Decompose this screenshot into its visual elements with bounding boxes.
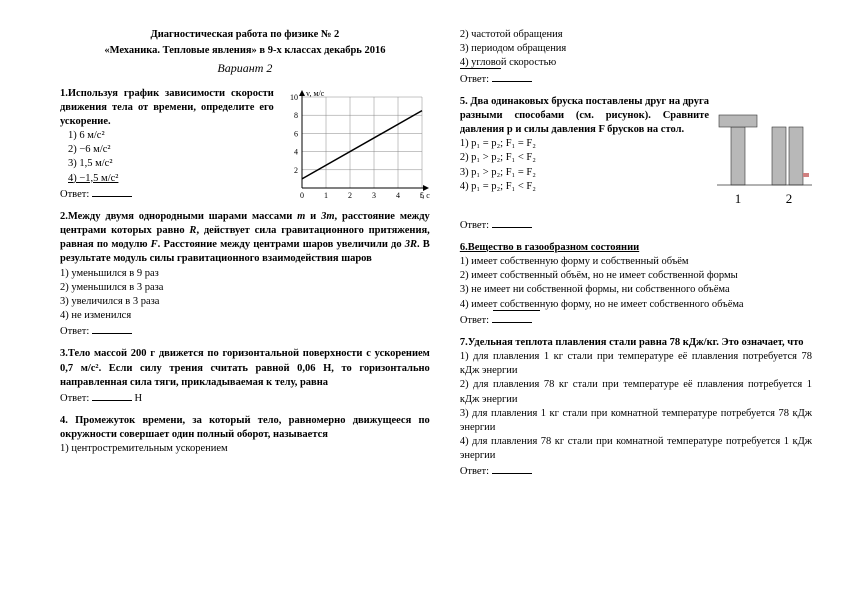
question-5: 5. Два одинаковых бруска поставлены друг… <box>460 95 812 215</box>
q1-title: 1.Используя график зависимости скорости … <box>60 87 274 130</box>
q1-chart: 012345246810v, м/сt, с <box>280 87 430 202</box>
q3-title: 3.Тело массой 200 г движется по горизонт… <box>60 347 430 390</box>
q2-title: 2.Между двумя однородными шарами массами… <box>60 210 430 267</box>
q7-opt-1: 1) для плавления 1 кг стали при температ… <box>460 350 812 378</box>
q5-opt-2: 2) p₁ > p₂; F₁ < F₂ <box>460 151 709 165</box>
svg-text:2: 2 <box>348 191 352 200</box>
q4-answer-label: Ответ: <box>460 74 489 85</box>
q7-opt-4: 4) для плавления 78 кг стали при комнатн… <box>460 435 812 463</box>
q3-answer-blank <box>92 400 132 401</box>
svg-text:0: 0 <box>300 191 304 200</box>
q3-unit: Н <box>134 393 142 404</box>
svg-text:2: 2 <box>786 191 793 206</box>
q2-answer: Ответ: <box>60 325 430 339</box>
svg-text:6: 6 <box>294 129 298 138</box>
question-4-part2: 2) частотой обращения 3) периодом обраще… <box>460 28 812 87</box>
svg-text:4: 4 <box>294 147 298 156</box>
q4-answer-blank <box>492 81 532 82</box>
svg-text:1: 1 <box>324 191 328 200</box>
question-7: 7.Удельная теплота плавления стали равна… <box>460 336 812 480</box>
q6-answer-label: Ответ: <box>460 315 489 326</box>
q5-text-block: 5. Два одинаковых бруска поставлены друг… <box>460 95 709 194</box>
q3-answer-label: Ответ: <box>60 393 89 404</box>
q1-opt-4: 4) −1,5 м/с² <box>68 172 274 186</box>
svg-text:v, м/с: v, м/с <box>306 89 325 98</box>
q4-opt-1: 1) центростремительным ускорением <box>60 442 430 456</box>
svg-text:1: 1 <box>735 191 742 206</box>
q7-opt-2: 2) для плавления 78 кг стали при темпера… <box>460 378 812 406</box>
q2-R3: 3R <box>405 239 417 250</box>
question-6: 6.Вещество в газообразном состоянии 1) и… <box>460 241 812 328</box>
q2-answer-blank <box>92 333 132 334</box>
svg-text:8: 8 <box>294 111 298 120</box>
q2-opt-2: 2) уменьшился в 3 раза <box>60 281 430 295</box>
q6-title: 6.Вещество в газообразном состоянии <box>460 241 812 255</box>
q5-diagram: 12 <box>717 95 812 215</box>
q1-opt-3: 3) 1,5 м/с² <box>68 157 274 171</box>
q5-opt-1: 1) p₁ = p₂; F₁ = F₂ <box>460 137 709 151</box>
q2-m2: 3m <box>321 211 334 222</box>
q1-opt-1: 1) 6 м/с² <box>68 129 274 143</box>
q2-opt-3: 3) увеличился в 3 раза <box>60 295 430 309</box>
svg-text:4: 4 <box>396 191 400 200</box>
q4-opt-2: 2) частотой обращения <box>460 28 812 42</box>
q5-answer: Ответ: <box>460 219 812 233</box>
svg-text:10: 10 <box>290 93 298 102</box>
q7-answer: Ответ: <box>460 465 812 479</box>
header-line-1: Диагностическая работа по физике № 2 <box>60 28 430 42</box>
q2-F: F <box>151 239 158 250</box>
q7-title: 7.Удельная теплота плавления стали равна… <box>460 336 812 350</box>
q1-answer-blank <box>92 196 132 197</box>
variant-label: Вариант 2 <box>60 60 430 76</box>
q6-opt-2: 2) имеет собственный объём, но не имеет … <box>460 269 812 283</box>
q6-opt-1: 1) имеет собственную форму и собственный… <box>460 255 812 269</box>
svg-text:2: 2 <box>294 165 298 174</box>
q7-opt-3: 3) для плавления 1 кг стали при комнатно… <box>460 407 812 435</box>
q1-opt-2: 2) −6 м/с² <box>68 143 274 157</box>
q6-opt-3: 3) не имеет ни собственной формы, ни соб… <box>460 283 812 297</box>
q6-answer-blank <box>492 322 532 323</box>
q1-answer: Ответ: <box>60 188 274 202</box>
q6-opt-4: 4) имеет собственную форму, но не имеет … <box>460 298 812 312</box>
q3-answer: Ответ: Н <box>60 392 430 406</box>
q2-answer-label: Ответ: <box>60 326 89 337</box>
q2-t5: . Расстояние между центрами шаров увелич… <box>158 239 405 250</box>
svg-text:3: 3 <box>372 191 376 200</box>
q4-title: 4. Промежуток времени, за который тело, … <box>60 414 430 442</box>
q5-opt-4: 4) p₁ = p₂; F₁ < F₂ <box>460 180 709 194</box>
q7-answer-label: Ответ: <box>460 466 489 477</box>
q5-opt-3: 3) p₁ > p₂; F₁ = F₂ <box>460 166 709 180</box>
svg-text:t, с: t, с <box>420 191 430 200</box>
header-line-2: «Механика. Тепловые явления» в 9-х класс… <box>60 44 430 58</box>
question-2: 2.Между двумя однородными шарами массами… <box>60 210 430 340</box>
q2-t2: и <box>305 211 321 222</box>
question-4-part1: 4. Промежуток времени, за который тело, … <box>60 414 430 457</box>
q1-text-block: 1.Используя график зависимости скорости … <box>60 87 274 202</box>
q2-opt-4: 4) не изменился <box>60 309 430 323</box>
question-1: 1.Используя график зависимости скорости … <box>60 87 430 202</box>
q2-t1: 2.Между двумя однородными шарами массами <box>60 211 297 222</box>
q5-answer-blank <box>492 227 532 228</box>
q5-title: 5. Два одинаковых бруска поставлены друг… <box>460 95 709 138</box>
left-column: Диагностическая работа по физике № 2 «Ме… <box>60 28 430 575</box>
q2-opt-1: 1) уменьшился в 9 раз <box>60 267 430 281</box>
q4-answer: Ответ: <box>460 73 812 87</box>
q7-answer-blank <box>492 473 532 474</box>
right-column: 2) частотой обращения 3) периодом обраще… <box>460 28 812 575</box>
q5-answer-label: Ответ: <box>460 220 489 231</box>
q4-opt-3: 3) периодом обращения <box>460 42 812 56</box>
q4-opt-4: 4) угловой скоростью <box>460 56 812 70</box>
q1-answer-label: Ответ: <box>60 189 89 200</box>
q6-answer: Ответ: <box>460 314 812 328</box>
question-3: 3.Тело массой 200 г движется по горизонт… <box>60 347 430 406</box>
